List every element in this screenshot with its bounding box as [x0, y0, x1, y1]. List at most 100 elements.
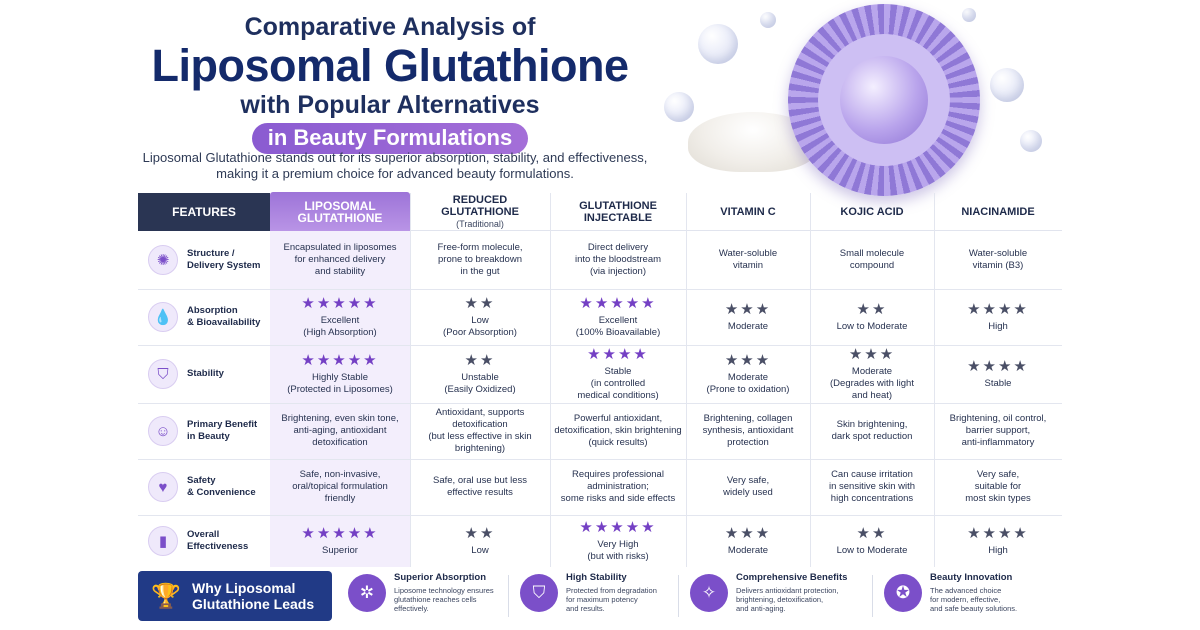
table-cell: ★★★★★ Excellent (High Absorption) — [270, 289, 410, 345]
cell-text: High — [988, 544, 1008, 556]
star-rating: ★★ — [464, 294, 496, 312]
feature-label-cell: ♥ Safety & Convenience — [138, 459, 270, 515]
cell-text: Water-soluble — [718, 248, 778, 259]
cell-text: Encapsulated in liposomes — [283, 242, 397, 253]
table-cell: Safe, non-invasive, oral/topical formulat… — [270, 459, 410, 515]
footer-benefit: ⛉ High Stability Protected from degradatio… — [520, 572, 657, 620]
cell-text: suitable for — [974, 481, 1022, 492]
sparkle-face-icon: ✧ — [690, 574, 728, 612]
column-header-line1: REDUCED — [452, 194, 508, 206]
feature-label: & Bioavailability — [187, 317, 261, 328]
cell-text: Very High — [597, 538, 639, 550]
cell-text: into the bloodstream — [574, 254, 662, 265]
cell-text: (100% Bioavailable) — [575, 326, 661, 338]
column-divider — [934, 193, 935, 567]
star-rating: ★★ — [464, 351, 496, 369]
cell-text: Free-form molecule, — [437, 242, 523, 253]
footer-benefit-desc: for maximum potency — [566, 595, 638, 604]
footer-benefit-desc: The advanced choice — [930, 586, 1002, 595]
cell-text: vitamin (B3) — [972, 260, 1024, 271]
cell-text: Superior — [322, 544, 358, 556]
feature-label: Delivery System — [187, 260, 261, 271]
footer-benefit-desc: for modern, effective, — [930, 595, 1001, 604]
table-cell: Brightening, collagen synthesis, antioxid… — [686, 403, 810, 459]
table-cell: ★★★★ Stable (in controlled medical conditio… — [550, 345, 686, 403]
table-cell: ★★ Low to Moderate — [810, 515, 934, 567]
feature-label: Safety — [187, 475, 216, 486]
column-header-line1: VITAMIN C — [720, 206, 776, 218]
table-cell: Very safe, widely used — [686, 459, 810, 515]
why-banner: 🏆 Why Liposomal Glutathione Leads — [138, 571, 332, 621]
column-header: KOJIC ACID — [810, 193, 934, 231]
hero-illustration — [650, 0, 1200, 200]
footer-divider — [508, 575, 509, 617]
star-rating: ★★★★ — [587, 345, 649, 363]
cell-text: (in controlled — [590, 377, 646, 389]
star-rating: ★★★★★ — [301, 351, 379, 369]
cell-text: synthesis, antioxidant — [702, 425, 794, 436]
table-cell: Small molecule compound — [810, 231, 934, 289]
star-rating: ★★ — [856, 524, 888, 542]
highlight-column — [270, 231, 410, 567]
star-rating: ★★★ — [724, 300, 772, 318]
footer-benefit-title: High Stability — [566, 572, 627, 583]
table-cell: Water-soluble vitamin (B3) — [934, 231, 1062, 289]
star-rating: ★★★★ — [967, 300, 1029, 318]
table-cell: ★★★★★ Very High (but with risks) — [550, 515, 686, 567]
table-cell: ★★★★ High — [934, 289, 1062, 345]
star-rating: ★★★ — [848, 345, 896, 363]
cell-text: Highly Stable — [312, 371, 368, 383]
cell-text: protection — [727, 437, 769, 448]
cell-text: (but with risks) — [587, 550, 649, 562]
bubble-icon — [962, 8, 976, 22]
cell-text: (Prone to oxidation) — [706, 383, 790, 395]
footer-benefit-desc: brightening, detoxification, — [736, 595, 824, 604]
bubble-icon — [664, 92, 694, 122]
column-header: GLUTATHIONE INJECTABLE — [550, 193, 686, 231]
table-cell: ★★★★ High — [934, 515, 1062, 567]
table-cell: Requires professional administration; some… — [550, 459, 686, 515]
footer-benefit-desc: and safe beauty solutions. — [930, 604, 1018, 613]
footer-benefit-desc: Delivers antioxidant protection, — [736, 586, 839, 595]
cell-text: some risks and side effects — [560, 493, 676, 504]
star-rating: ★★★ — [724, 351, 772, 369]
cell-text: (Degrades with light — [830, 377, 914, 389]
subtitle: Liposomal Glutathione stands out for its… — [130, 150, 660, 182]
table-header: FEATURES LIPOSOMAL GLUTATHIONE REDUCED GLUTA… — [138, 192, 1062, 231]
cell-text: Moderate — [851, 365, 893, 377]
row-divider — [138, 345, 1062, 346]
cell-text: detoxification — [452, 419, 508, 430]
cell-text: Low — [471, 314, 489, 326]
feature-label: Effectiveness — [187, 541, 249, 552]
table-cell: Encapsulated in liposomes for enhanced de… — [270, 231, 410, 289]
column-header-note: (Traditional) — [456, 219, 504, 229]
cell-text: Unstable — [461, 371, 499, 383]
cell-text: (via injection) — [590, 266, 646, 277]
cell-text: effective results — [447, 487, 513, 498]
column-header-line2: GLUTATHIONE — [441, 206, 519, 218]
cell-text: Low to Moderate — [836, 544, 908, 556]
cell-text: Skin brightening, — [836, 419, 908, 430]
cell-text: high concentrations — [830, 493, 914, 504]
feature-label-cell: ▮ Overall Effectiveness — [138, 515, 270, 567]
molecule-icon: ✺ — [148, 245, 178, 275]
bubble-icon — [698, 24, 738, 64]
cell-text: friendly — [324, 493, 356, 504]
column-header: VITAMIN C — [686, 193, 810, 231]
column-header-line1: KOJIC ACID — [840, 206, 904, 218]
cell-text: oral/topical formulation — [292, 481, 388, 492]
cell-text: Direct delivery — [587, 242, 649, 253]
feature-label-cell: ☺ Primary Benefit in Beauty — [138, 403, 270, 459]
cell-text: Stable — [604, 365, 632, 377]
cell-text: Low — [471, 544, 489, 556]
bubble-icon — [1020, 130, 1042, 152]
cell-text: Low to Moderate — [836, 320, 908, 332]
feature-label: in Beauty — [187, 431, 230, 442]
cell-text: detoxification, skin brightening — [554, 425, 682, 436]
feature-label: Absorption — [187, 305, 238, 316]
footer-benefit: ✧ Comprehensive Benefits Delivers antioxid… — [690, 572, 847, 620]
cell-text: prone to breakdown — [438, 254, 522, 265]
column-header: REDUCED GLUTATHIONE (Traditional) — [410, 193, 550, 231]
cell-text: Small molecule — [839, 248, 905, 259]
shield-check-icon: ⛉ — [520, 574, 558, 612]
